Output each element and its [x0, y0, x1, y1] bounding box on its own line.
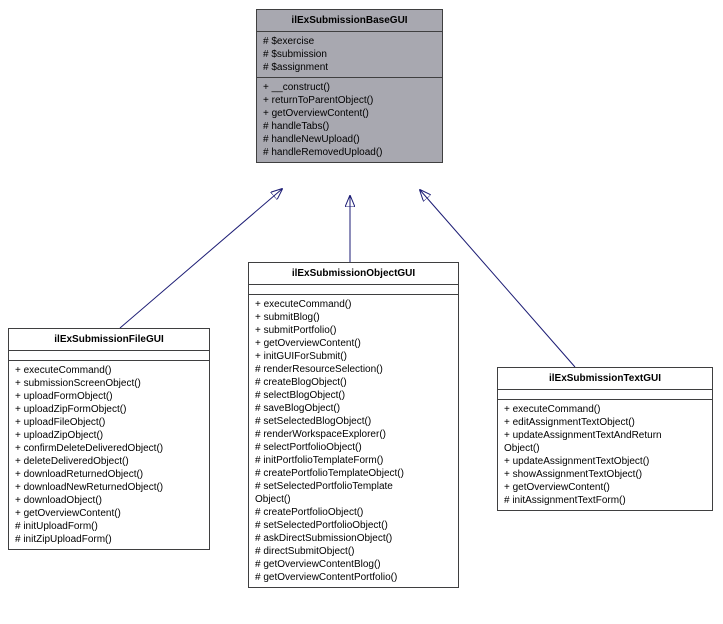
member-row: + uploadFormObject()	[15, 390, 203, 403]
member-row: # selectPortfolioObject()	[255, 441, 452, 454]
class-file-attrs	[9, 351, 209, 361]
member-row: # selectBlogObject()	[255, 389, 452, 402]
member-row: # initPortfolioTemplateForm()	[255, 454, 452, 467]
member-row: + downloadNewReturnedObject()	[15, 481, 203, 494]
class-object-methods: + executeCommand()+ submitBlog()+ submit…	[249, 295, 458, 587]
member-row: # setSelectedPortfolioObject()	[255, 519, 452, 532]
member-row: + submissionScreenObject()	[15, 377, 203, 390]
member-row: + downloadObject()	[15, 494, 203, 507]
member-row: # setSelectedPortfolioTemplateObject()	[255, 480, 452, 506]
member-row: # handleTabs()	[263, 120, 436, 133]
member-row: + updateAssignmentTextObject()	[504, 455, 706, 468]
member-row: # setSelectedBlogObject()	[255, 415, 452, 428]
member-row: + confirmDeleteDeliveredObject()	[15, 442, 203, 455]
member-row: # createBlogObject()	[255, 376, 452, 389]
member-row: + executeCommand()	[255, 298, 452, 311]
class-file: ilExSubmissionFileGUI + executeCommand()…	[8, 328, 210, 550]
class-text: ilExSubmissionTextGUI + executeCommand()…	[497, 367, 713, 511]
member-row: # createPortfolioTemplateObject()	[255, 467, 452, 480]
member-row: + getOverviewContent()	[504, 481, 706, 494]
class-object: ilExSubmissionObjectGUI + executeCommand…	[248, 262, 459, 588]
member-row: # getOverviewContentPortfolio()	[255, 571, 452, 584]
member-row: + submitBlog()	[255, 311, 452, 324]
member-row: + deleteDeliveredObject()	[15, 455, 203, 468]
class-object-title: ilExSubmissionObjectGUI	[249, 263, 458, 285]
member-row: + executeCommand()	[15, 364, 203, 377]
member-row: # $exercise	[263, 35, 436, 48]
class-base-attrs: # $exercise# $submission# $assignment	[257, 32, 442, 78]
member-row: # renderResourceSelection()	[255, 363, 452, 376]
member-row: + editAssignmentTextObject()	[504, 416, 706, 429]
member-row: + uploadZipObject()	[15, 429, 203, 442]
member-row: + __construct()	[263, 81, 436, 94]
member-row: + getOverviewContent()	[263, 107, 436, 120]
member-row: + submitPortfolio()	[255, 324, 452, 337]
member-row: # $submission	[263, 48, 436, 61]
member-row: + updateAssignmentTextAndReturnObject()	[504, 429, 706, 455]
member-row: + returnToParentObject()	[263, 94, 436, 107]
member-row: + getOverviewContent()	[15, 507, 203, 520]
class-text-title: ilExSubmissionTextGUI	[498, 368, 712, 390]
class-file-methods: + executeCommand()+ submissionScreenObje…	[9, 361, 209, 549]
member-row: + uploadZipFormObject()	[15, 403, 203, 416]
member-row: # initUploadForm()	[15, 520, 203, 533]
member-row: + getOverviewContent()	[255, 337, 452, 350]
member-row: # $assignment	[263, 61, 436, 74]
member-row: + uploadFileObject()	[15, 416, 203, 429]
member-row: # renderWorkspaceExplorer()	[255, 428, 452, 441]
class-base: ilExSubmissionBaseGUI # $exercise# $subm…	[256, 9, 443, 163]
member-row: + showAssignmentTextObject()	[504, 468, 706, 481]
class-base-methods: + __construct()+ returnToParentObject()+…	[257, 78, 442, 162]
member-row: + initGUIForSubmit()	[255, 350, 452, 363]
member-row: # initZipUploadForm()	[15, 533, 203, 546]
member-row: # handleRemovedUpload()	[263, 146, 436, 159]
class-file-title: ilExSubmissionFileGUI	[9, 329, 209, 351]
class-object-attrs	[249, 285, 458, 295]
class-text-methods: + executeCommand()+ editAssignmentTextOb…	[498, 400, 712, 510]
member-row: # createPortfolioObject()	[255, 506, 452, 519]
class-base-title: ilExSubmissionBaseGUI	[257, 10, 442, 32]
member-row: # directSubmitObject()	[255, 545, 452, 558]
member-row: # getOverviewContentBlog()	[255, 558, 452, 571]
member-row: # askDirectSubmissionObject()	[255, 532, 452, 545]
member-row: + downloadReturnedObject()	[15, 468, 203, 481]
member-row: # saveBlogObject()	[255, 402, 452, 415]
member-row: # initAssignmentTextForm()	[504, 494, 706, 507]
member-row: + executeCommand()	[504, 403, 706, 416]
class-text-attrs	[498, 390, 712, 400]
member-row: # handleNewUpload()	[263, 133, 436, 146]
